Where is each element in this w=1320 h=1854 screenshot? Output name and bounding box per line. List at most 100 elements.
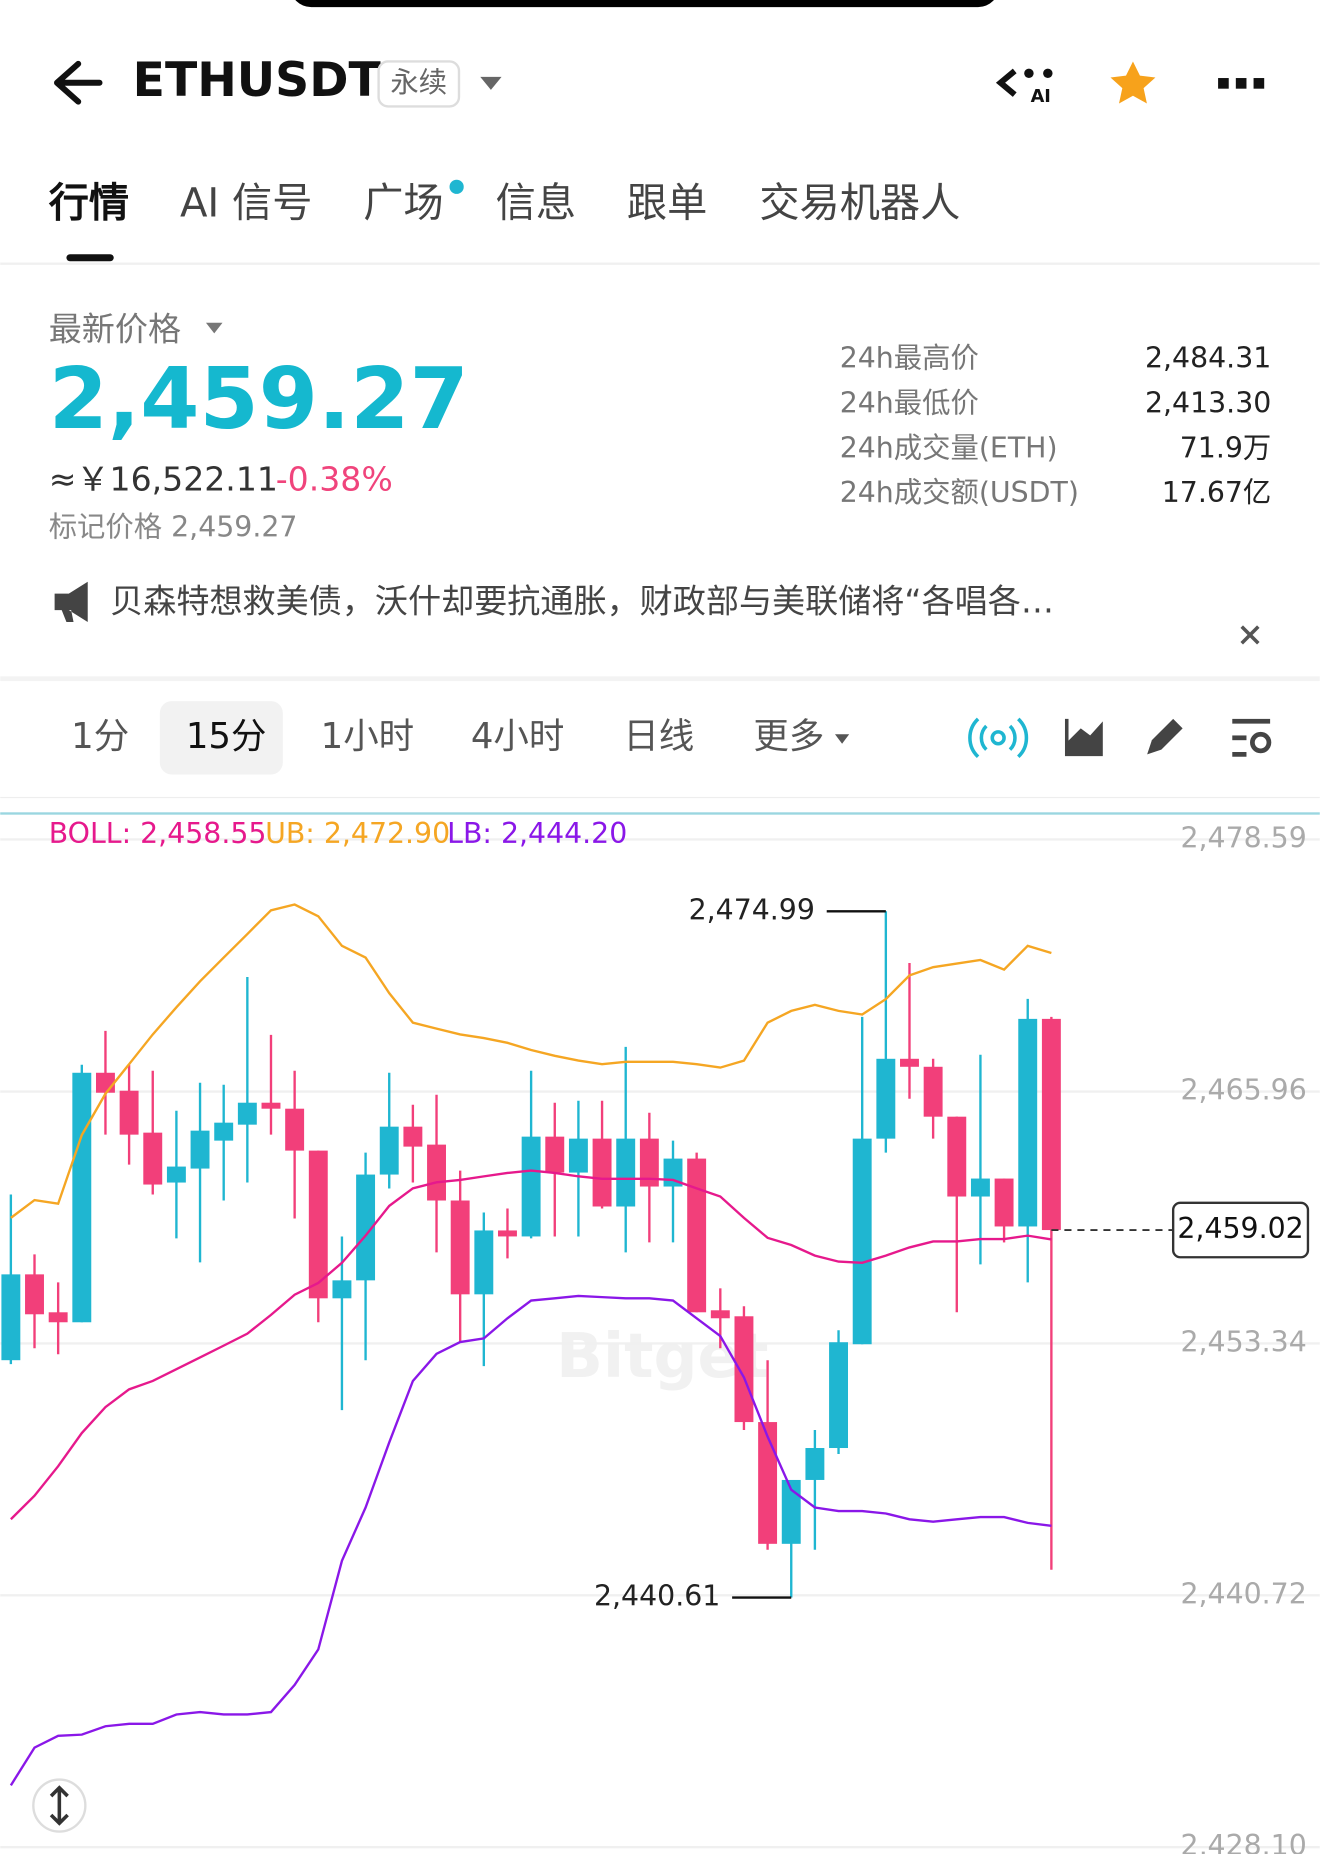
back-button[interactable] <box>54 60 103 105</box>
news-icon <box>54 581 88 622</box>
scale-button[interactable] <box>32 1778 87 1833</box>
candle-body <box>805 1448 825 1480</box>
chart-top-line <box>0 812 1320 815</box>
candle-body <box>568 1138 588 1173</box>
stat-value: 17.67亿 <box>1162 476 1272 509</box>
candle-body <box>710 1310 730 1319</box>
candle-body <box>970 1178 990 1197</box>
scale-arrows <box>49 1785 69 1826</box>
divider <box>0 796 1320 799</box>
candle-body <box>1 1274 21 1361</box>
news-close[interactable] <box>1240 625 1260 645</box>
candle-body <box>48 1312 68 1323</box>
candle-body <box>1041 1018 1061 1231</box>
interval[interactable]: 日线 <box>623 716 694 757</box>
mark-price: 标记价格 2,459.27 <box>49 511 298 544</box>
candle-body <box>285 1108 305 1151</box>
ai-button[interactable]: AI <box>995 68 1053 107</box>
candle-body <box>994 1178 1014 1227</box>
ai-dot <box>1024 68 1034 79</box>
candle-body <box>72 1072 92 1323</box>
stat-value: 2,484.31 <box>1145 341 1271 374</box>
candle-body <box>25 1274 44 1315</box>
candle-body <box>1018 1018 1038 1227</box>
candle-body <box>616 1138 636 1207</box>
band-line <box>10 903 1052 1219</box>
settings-icon[interactable] <box>1232 718 1272 757</box>
legend-entry: UB: 2,472.90 <box>265 817 450 850</box>
candle-body <box>308 1150 328 1299</box>
settings-bar <box>1232 735 1247 741</box>
interval[interactable]: 4小时 <box>471 716 565 757</box>
candle-body <box>166 1166 186 1183</box>
candle-body <box>190 1130 210 1169</box>
live-icon[interactable] <box>968 717 1029 759</box>
favorite-star[interactable] <box>1110 61 1156 104</box>
candle-body <box>474 1230 494 1295</box>
stat-value: 71.9万 <box>1180 431 1272 464</box>
y-tick-label: 2,428.10 <box>1180 1829 1306 1854</box>
more-menu[interactable] <box>1218 78 1265 89</box>
candle-body <box>900 1058 919 1067</box>
candle-body <box>237 1102 257 1125</box>
settings-bar <box>1232 752 1247 757</box>
candle-body <box>852 1138 872 1345</box>
news-text[interactable]: 贝森特想救美债，沃什却要抗通胀，财政部与美联储将“各唱各… <box>110 582 1054 621</box>
symbol[interactable]: ETHUSDT <box>133 53 381 108</box>
chart-type-icon[interactable] <box>1064 718 1103 757</box>
candle-body <box>829 1342 849 1449</box>
live-waves <box>968 717 1029 759</box>
candle-body <box>379 1126 399 1175</box>
interval[interactable]: 15分 <box>186 716 267 757</box>
settings-gear <box>1250 731 1272 754</box>
stat-label: 24h成交额(USDT) <box>840 476 1079 509</box>
menu-dot <box>1218 78 1229 89</box>
candle-body <box>403 1126 423 1147</box>
draw-icon[interactable] <box>1147 718 1183 755</box>
y-tick-label: 2,440.72 <box>1180 1577 1306 1610</box>
candle-body <box>427 1144 446 1201</box>
tab[interactable]: 跟单 <box>627 181 707 227</box>
symbol-dropdown[interactable] <box>480 76 502 90</box>
tab[interactable]: AI 信号 <box>180 181 313 227</box>
candle-body <box>521 1136 541 1237</box>
interval[interactable]: 1小时 <box>321 716 415 757</box>
last-price-label: 2,459.02 <box>1177 1212 1303 1245</box>
interval[interactable]: 更多 <box>753 716 824 757</box>
legend-entry: BOLL: 2,458.55 <box>49 817 267 850</box>
candle-body <box>450 1200 470 1295</box>
settings-bar <box>1232 718 1271 724</box>
live-dot <box>990 730 1006 746</box>
more-dropdown[interactable] <box>834 734 850 744</box>
candle-body <box>758 1422 778 1544</box>
stat-label: 24h最高价 <box>840 341 979 374</box>
candle-body <box>261 1102 281 1109</box>
divider <box>0 676 1320 682</box>
candle-body <box>781 1479 801 1544</box>
annotation-label: 2,474.99 <box>689 893 815 926</box>
candle-body <box>356 1174 376 1281</box>
candle-body <box>876 1058 896 1139</box>
band-line <box>9 1294 1052 1786</box>
price-dropdown[interactable] <box>205 322 223 334</box>
stat-value: 2,413.30 <box>1145 386 1271 419</box>
candle-body <box>214 1122 234 1141</box>
tab[interactable]: 行情 <box>49 181 129 227</box>
tab[interactable]: 信息 <box>496 181 576 227</box>
y-tick-label: 2,478.59 <box>1180 821 1306 854</box>
tab-underline <box>66 254 114 262</box>
badge-box <box>377 60 461 108</box>
legend-entry: LB: 2,444.20 <box>447 817 627 850</box>
price-label: 最新价格 <box>49 310 181 349</box>
tab[interactable]: 交易机器人 <box>759 181 960 227</box>
interval[interactable]: 1分 <box>71 716 129 757</box>
tab[interactable]: 广场 <box>363 181 443 227</box>
candlestick-chart: 2,478.59 2,465.96 2,453.34 2,440.72 2,428.10… <box>0 817 1320 1854</box>
ai-dot <box>1043 68 1053 79</box>
last-price: 2,459.27 <box>49 350 469 449</box>
notch <box>295 0 994 8</box>
interval-selected-bg <box>159 701 283 775</box>
last-price-box <box>1171 1201 1310 1259</box>
